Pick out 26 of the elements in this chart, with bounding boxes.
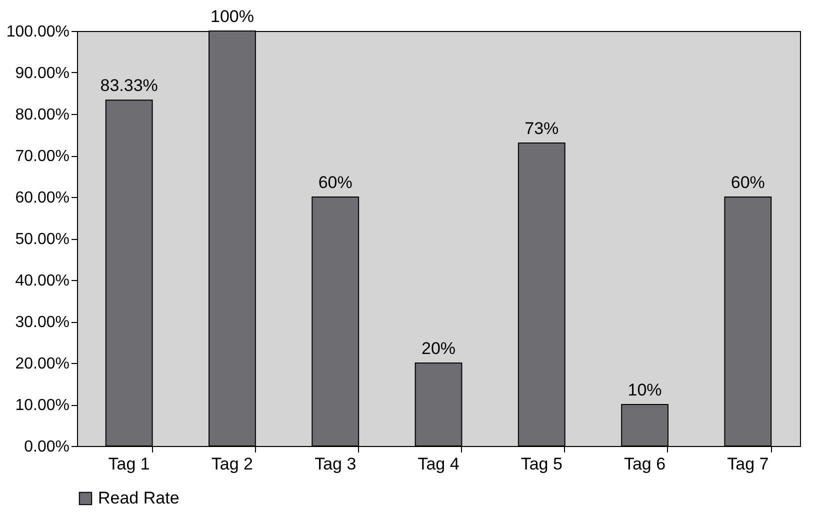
y-tick-label: 10.00% (15, 397, 70, 414)
y-tick-label: 20.00% (15, 356, 70, 372)
x-tick-label: Tag 1 (108, 454, 150, 474)
y-tick-label: 30.00% (15, 314, 70, 331)
data-label: 73% (524, 119, 559, 138)
data-label: 20% (421, 339, 456, 358)
y-tick-label: 40.00% (15, 272, 70, 290)
x-tick-label: Tag 6 (624, 454, 666, 474)
y-tick-label: 90.00% (15, 65, 70, 82)
data-label: 10% (628, 380, 662, 400)
data-label: 83.33% (100, 76, 158, 96)
y-tick-label: 70.00% (15, 148, 70, 165)
x-tick-label: Tag 7 (727, 454, 769, 474)
y-tick-label: 50.00% (15, 231, 70, 248)
y-tick-label: 0.00% (24, 438, 70, 456)
x-tick-label: Tag 3 (314, 454, 356, 474)
y-tick-label: 60.00% (15, 190, 70, 206)
legend-label: Read Rate (98, 488, 180, 508)
data-label: 100% (210, 7, 254, 26)
data-label: 60% (318, 173, 352, 192)
data-label: 60% (730, 173, 765, 192)
x-tick-label: Tag 4 (418, 454, 460, 474)
y-tick-label: 100.00% (6, 24, 70, 40)
y-tick-label: 80.00% (15, 106, 70, 124)
x-tick-label: Tag 5 (520, 454, 562, 474)
x-tick-label: Tag 2 (211, 454, 254, 474)
